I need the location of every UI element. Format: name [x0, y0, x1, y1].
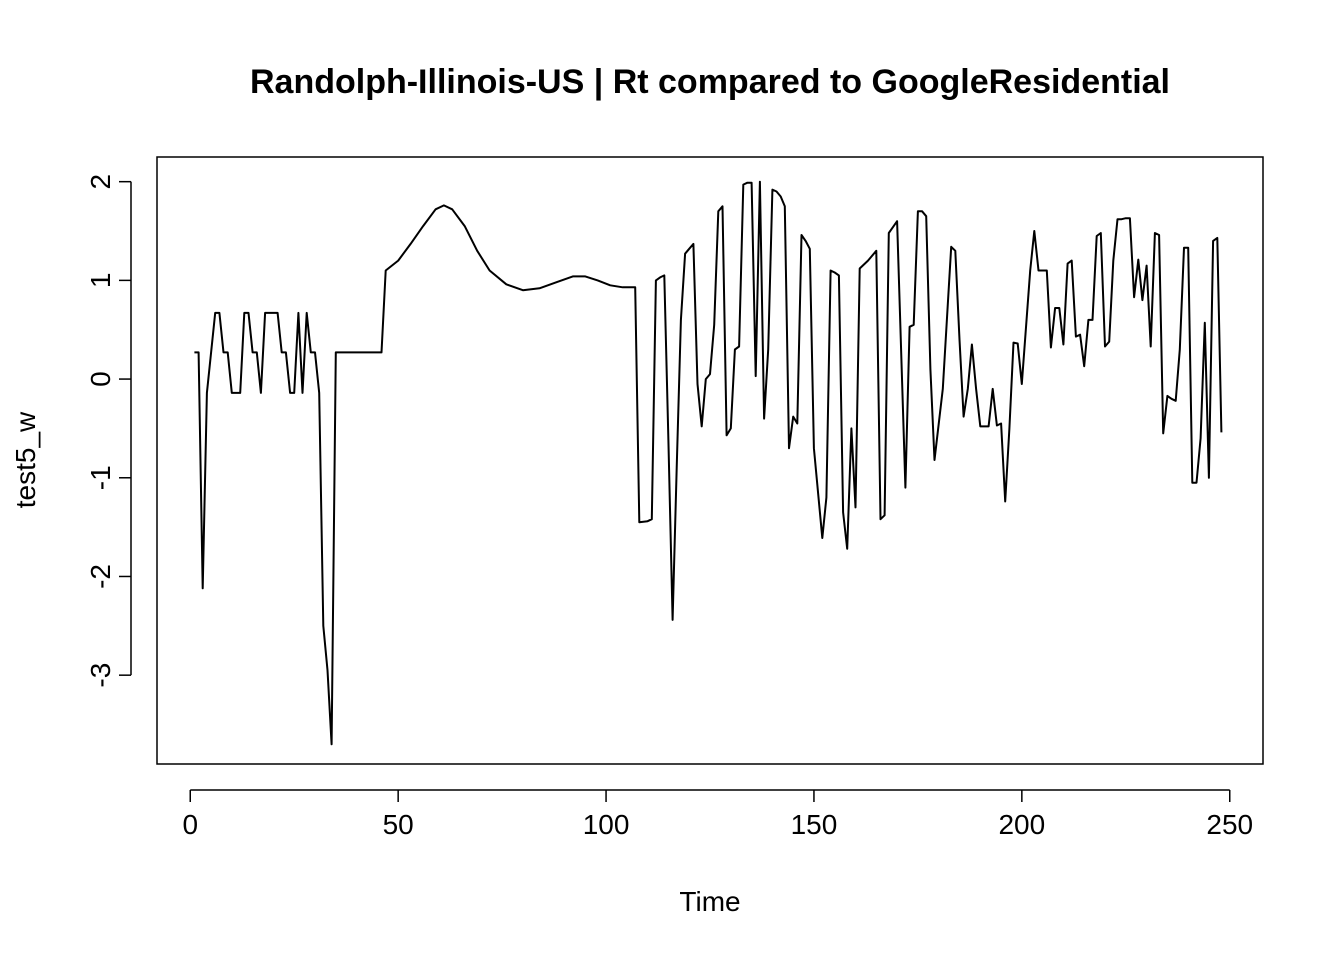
x-tick-label: 100 — [583, 809, 630, 840]
x-tick-label: 50 — [383, 809, 414, 840]
x-tick-label: 0 — [182, 809, 198, 840]
y-tick-label: -3 — [85, 663, 116, 688]
y-tick-label: 2 — [85, 174, 116, 190]
y-tick-label: -2 — [85, 564, 116, 589]
plot-frame — [156, 156, 1264, 765]
x-axis-label: Time — [679, 886, 740, 917]
series-line — [194, 180, 1223, 746]
y-axis: -3 -2 -1 0 1 2 — [85, 174, 132, 688]
x-axis: 0 50 100 150 200 250 — [182, 789, 1253, 840]
x-tick-label: 200 — [998, 809, 1045, 840]
y-tick-label: 0 — [85, 371, 116, 387]
y-tick-label: 1 — [85, 273, 116, 289]
chart-title: Randolph-Illinois-US | Rt compared to Go… — [250, 63, 1170, 101]
x-tick-label: 150 — [791, 809, 838, 840]
y-axis-label: test5_w — [10, 411, 41, 508]
x-tick-label: 250 — [1206, 809, 1253, 840]
y-tick-label: -1 — [85, 465, 116, 490]
